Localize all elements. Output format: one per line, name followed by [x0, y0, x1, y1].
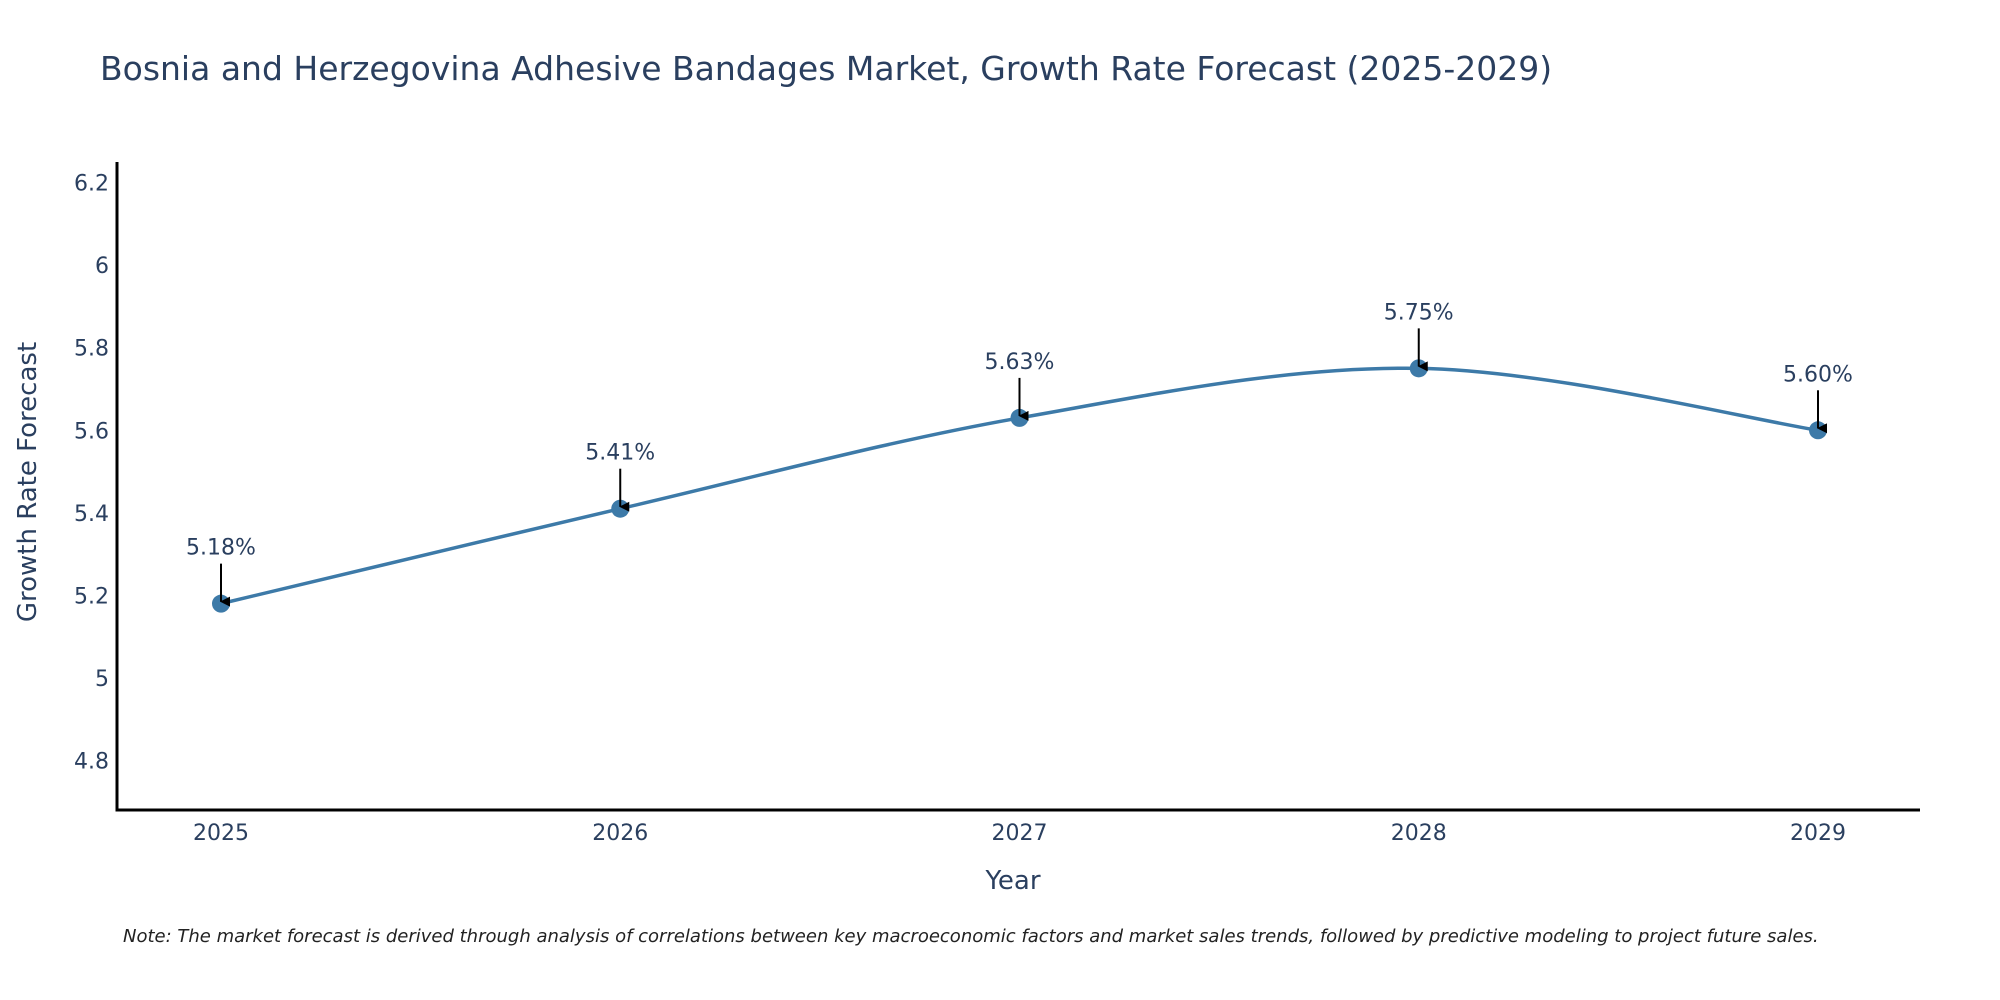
y-tick-label: 6.2 — [74, 172, 109, 197]
x-tick-label: 2027 — [992, 821, 1048, 846]
data-label-annotations: 5.18% 5.41% 5.63% 5.75% 5.60% — [186, 300, 1853, 607]
chart-title: Bosnia and Herzegovina Adhesive Bandages… — [100, 49, 1552, 88]
y-tick-label: 4.8 — [74, 749, 109, 774]
data-label: 5.60% — [1783, 362, 1853, 387]
data-label: 5.18% — [186, 536, 256, 561]
footnote: Note: The market forecast is derived thr… — [123, 926, 1819, 947]
data-label: 5.75% — [1384, 300, 1454, 325]
y-axis-title: Growth Rate Forecast — [13, 342, 43, 622]
y-tick-label: 5 — [95, 667, 109, 692]
y-tick-label: 5.2 — [74, 584, 109, 609]
x-tick-label: 2029 — [1790, 821, 1846, 846]
x-tick-label: 2025 — [193, 821, 249, 846]
y-tick-label: 5.8 — [74, 337, 109, 362]
y-tick-label: 5.4 — [74, 502, 109, 527]
y-axis-ticks: 4.8 5 5.2 5.4 5.6 5.8 6 6.2 — [74, 172, 109, 775]
x-axis-title: Year — [984, 866, 1040, 896]
plot-area: 4.855.25.45.65.866.2 2025 2026 2027 2028 202… — [74, 162, 1920, 846]
y-tick-label: 6 — [95, 254, 109, 279]
data-label: 5.41% — [585, 441, 655, 466]
x-axis-ticks: 2025 2026 2027 2028 2029 — [193, 821, 1846, 846]
x-tick-label: 2028 — [1391, 821, 1447, 846]
x-tick-label: 2026 — [592, 821, 648, 846]
data-label: 5.63% — [985, 350, 1055, 375]
y-tick-label: 5.6 — [74, 419, 109, 444]
